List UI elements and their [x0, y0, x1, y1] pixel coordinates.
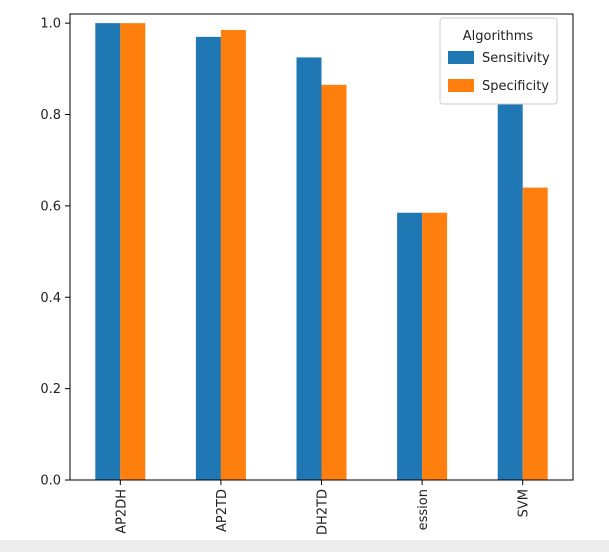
legend: Algorithms Sensitivity Specificity: [439, 17, 558, 105]
y-tick-label: 0.6: [40, 199, 61, 214]
x-tick-label: SVM: [517, 489, 532, 517]
y-axis: 0.0 0.2 0.4 0.6 0.8 1.0: [40, 17, 70, 489]
bar-sensitivity-ession: [397, 212, 423, 480]
x-tick-label: ession: [416, 489, 431, 530]
y-tick-label: 0.0: [40, 474, 61, 489]
bar-sensitivity-ap2td: [195, 36, 221, 480]
bar-sensitivity-dh2td: [296, 57, 322, 480]
x-tick-label: DH2TD: [316, 489, 331, 535]
bar-specificity-svm: [522, 187, 548, 480]
x-axis: AP2DH AP2TD DH2TD ession SVM: [114, 480, 532, 535]
y-tick-label: 0.2: [40, 382, 61, 397]
y-tick-label: 0.4: [40, 291, 61, 306]
bar-specificity-ession: [422, 212, 448, 480]
plot-frame: [69, 13, 574, 481]
y-tick-label: 1.0: [40, 17, 61, 32]
bar-specificity-ap2dh: [120, 23, 146, 480]
legend-title: Algorithms: [463, 29, 534, 44]
bar-sensitivity-svm: [497, 93, 523, 480]
legend-swatch-specificity: [448, 79, 474, 92]
bars: [95, 23, 548, 481]
bar-sensitivity-ap2dh: [95, 23, 121, 480]
legend-label-specificity: Specificity: [482, 79, 549, 94]
x-tick-label: AP2TD: [215, 489, 230, 532]
bar-specificity-dh2td: [321, 84, 347, 481]
legend-label-sensitivity: Sensitivity: [482, 51, 550, 66]
bar-specificity-ap2td: [220, 29, 246, 480]
y-tick-label: 0.8: [40, 108, 61, 123]
bottom-scroll-strip: [0, 540, 609, 552]
x-tick-label: AP2DH: [114, 489, 129, 534]
legend-swatch-sensitivity: [448, 51, 474, 64]
